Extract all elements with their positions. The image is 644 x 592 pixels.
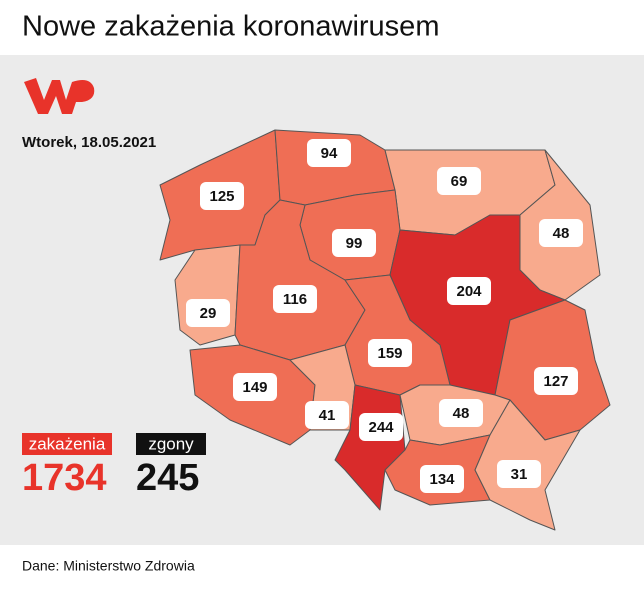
source: Dane: Ministerstwo Zdrowia: [22, 558, 195, 574]
region-value: 99: [346, 235, 363, 252]
value-box: [534, 367, 578, 395]
region-value: 204: [456, 283, 482, 300]
region-value: 31: [511, 466, 528, 483]
region-value: 125: [209, 188, 234, 205]
region-value: 127: [543, 373, 568, 390]
deaths-label: zgony: [148, 434, 194, 453]
value-box: [447, 277, 491, 305]
value-box: [359, 413, 403, 441]
value-box: [439, 399, 483, 427]
region-value: 159: [377, 345, 402, 362]
cases-label: zakażenia: [29, 434, 106, 453]
value-box: [307, 139, 351, 167]
region-value: 29: [200, 305, 217, 322]
value-box: [437, 167, 481, 195]
value-box: [497, 460, 541, 488]
region-value: 244: [368, 419, 394, 436]
value-box: [539, 219, 583, 247]
region-value: 48: [453, 405, 470, 422]
cases-total: 1734: [22, 457, 107, 499]
logo: [24, 78, 95, 114]
value-box: [305, 401, 349, 429]
value-box: [186, 299, 230, 327]
region-value: 116: [283, 291, 307, 308]
value-box: [200, 182, 244, 210]
labels: 125 94 69 48 99 29 116 204 159 127 149 41 244 48 134 31: [186, 139, 583, 493]
deaths-label-box: [136, 433, 206, 455]
region-value: 48: [553, 225, 570, 242]
value-box: [332, 229, 376, 257]
region-value: 94: [321, 145, 338, 162]
value-box: [273, 285, 317, 313]
region-value: 69: [451, 173, 468, 190]
deaths-total: 245: [136, 457, 199, 499]
value-box: [368, 339, 412, 367]
region-value: 149: [242, 379, 267, 396]
date: Wtorek, 18.05.2021: [22, 134, 156, 151]
value-box: [420, 465, 464, 493]
value-box: [233, 373, 277, 401]
cases-label-box: [22, 433, 112, 455]
region-value: 41: [319, 407, 336, 424]
region-value: 134: [429, 471, 455, 488]
title: Nowe zakażenia koronawirusem: [22, 11, 439, 43]
